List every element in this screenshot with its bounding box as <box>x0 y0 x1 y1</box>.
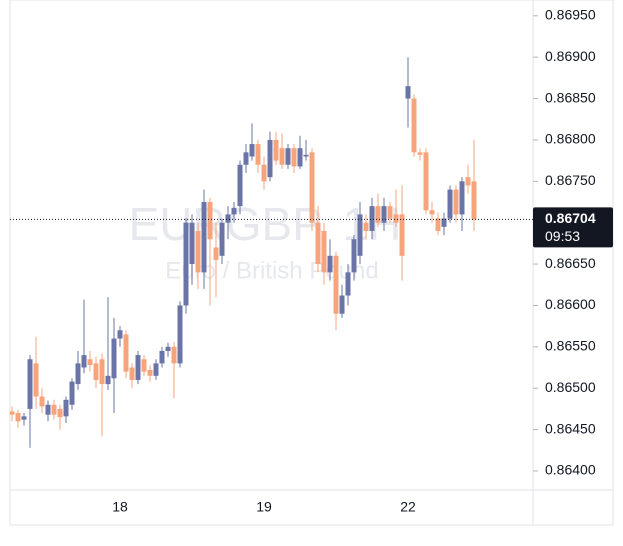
y-tick-label: 0.86550 <box>545 338 596 354</box>
last-price-label: 0.86704 <box>545 210 596 226</box>
candle-body <box>267 139 273 178</box>
candle-body <box>285 148 291 165</box>
candle-body <box>345 272 351 296</box>
y-tick-label: 0.86400 <box>545 462 596 478</box>
chart-frame <box>9 0 614 526</box>
y-tick-label: 0.86650 <box>545 255 596 271</box>
candle-body <box>147 370 153 376</box>
candle-body <box>321 230 327 273</box>
candle-body <box>117 330 123 339</box>
candle-body <box>63 399 69 417</box>
candle-body <box>93 363 99 380</box>
candle-body <box>351 239 357 273</box>
candle-body <box>399 214 405 256</box>
candle-body <box>375 206 381 223</box>
candle-body <box>225 214 231 223</box>
candle-body <box>177 305 183 364</box>
candle-body <box>15 413 21 422</box>
candle-body <box>51 404 57 415</box>
candle-body <box>369 206 375 231</box>
y-tick-label: 0.86800 <box>545 131 596 147</box>
x-tick-label: 18 <box>112 499 128 515</box>
candle-body <box>279 148 285 165</box>
candle-body <box>243 152 249 165</box>
candle-body <box>189 222 195 265</box>
y-tick-label: 0.86850 <box>545 89 596 105</box>
candle-body <box>327 255 333 273</box>
candle-body <box>135 355 141 380</box>
candle-body <box>111 338 117 379</box>
candle-body <box>219 222 225 256</box>
y-tick-label: 0.86750 <box>545 172 596 188</box>
candle-body <box>357 214 363 256</box>
y-tick-label: 0.86450 <box>545 420 596 436</box>
candle-body <box>27 359 33 409</box>
candle-body <box>339 295 345 314</box>
candle-body <box>201 202 207 273</box>
x-tick-label: 22 <box>400 499 416 515</box>
y-tick-label: 0.86600 <box>545 296 596 312</box>
candle-body <box>297 148 303 167</box>
candle-body <box>129 367 135 380</box>
last-price-box <box>533 207 613 248</box>
candle-body <box>9 411 15 415</box>
candle-body <box>291 148 297 167</box>
candle-body <box>471 181 477 220</box>
candle-body <box>441 218 447 227</box>
countdown-label: 09:53 <box>545 228 580 244</box>
candle-body <box>207 202 213 240</box>
candle-body <box>141 359 147 372</box>
candle-body <box>447 189 453 219</box>
candle-body <box>417 152 423 155</box>
candle-body <box>195 230 201 273</box>
candle-body <box>435 218 441 231</box>
candle-body <box>105 375 111 385</box>
candle-body <box>213 247 219 260</box>
candle-body <box>315 222 321 265</box>
candle-body <box>81 355 87 368</box>
candle-body <box>153 363 159 376</box>
candle-body <box>69 381 75 405</box>
candle-body <box>303 154 309 157</box>
candle-body <box>99 359 105 385</box>
y-tick-label: 0.86900 <box>545 48 596 64</box>
candle-body <box>255 144 261 165</box>
watermark-subtitle: Euro / British Pound <box>165 257 378 284</box>
candle-body <box>405 86 411 99</box>
candle-body <box>45 404 51 415</box>
y-tick-label: 0.86950 <box>545 6 596 22</box>
candle-body <box>183 222 189 306</box>
candle-body <box>123 334 129 372</box>
candle-body <box>249 144 255 157</box>
candle-body <box>459 181 465 215</box>
candle-body <box>159 350 165 364</box>
candle-body <box>309 152 315 223</box>
x-tick-label: 19 <box>256 499 272 515</box>
candle-body <box>333 255 339 314</box>
candle-body <box>33 363 39 397</box>
candle-body <box>87 359 93 366</box>
candle-body <box>423 152 429 211</box>
candle-body <box>21 416 27 420</box>
candle-body <box>165 346 171 351</box>
candle-body <box>393 214 399 223</box>
candle-body <box>237 164 243 207</box>
candle-body <box>39 396 45 407</box>
candle-body <box>57 408 63 418</box>
candle-body <box>261 164 267 182</box>
y-tick-label: 0.86500 <box>545 379 596 395</box>
candle-body <box>231 207 237 215</box>
candle-body <box>453 189 459 215</box>
candle-body <box>381 206 387 223</box>
candle-body <box>429 210 435 215</box>
candle-body <box>171 346 177 364</box>
candle-body <box>273 139 279 161</box>
candle-body <box>75 363 81 385</box>
candle-body <box>387 206 393 219</box>
candle-body <box>363 222 369 231</box>
candle-body <box>411 98 417 153</box>
candle-body <box>465 177 471 186</box>
